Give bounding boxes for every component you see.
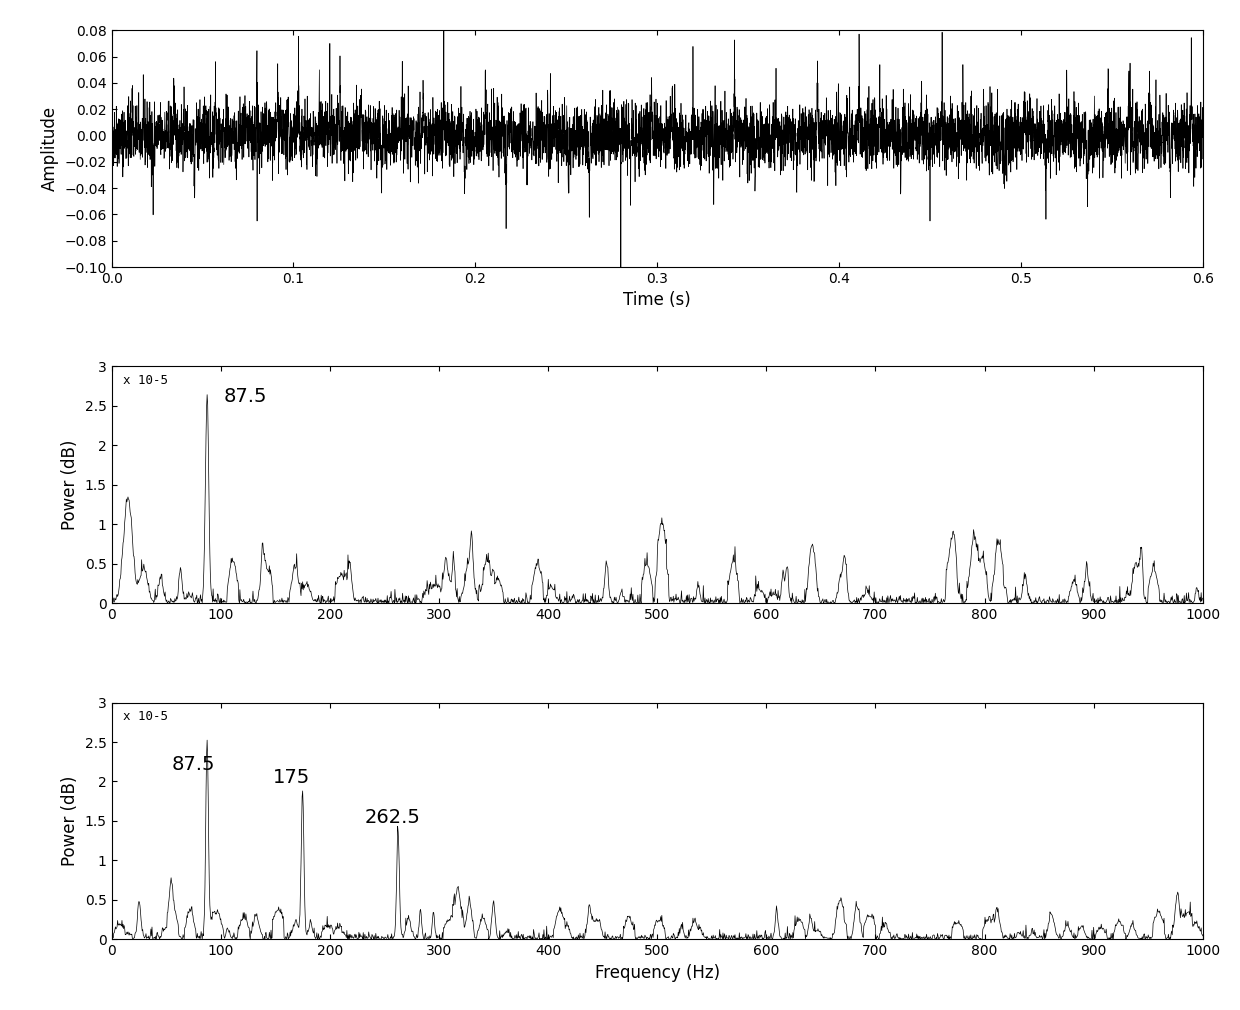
Y-axis label: Amplitude: Amplitude	[41, 106, 58, 191]
X-axis label: Time (s): Time (s)	[624, 292, 691, 309]
Text: 175: 175	[273, 768, 310, 787]
Y-axis label: Power (dB): Power (dB)	[61, 439, 79, 530]
Y-axis label: Power (dB): Power (dB)	[61, 776, 79, 867]
X-axis label: Frequency (Hz): Frequency (Hz)	[595, 964, 719, 982]
Text: 87.5: 87.5	[223, 387, 267, 406]
Text: x 10-5: x 10-5	[123, 710, 167, 723]
Text: 87.5: 87.5	[171, 754, 215, 774]
Text: x 10-5: x 10-5	[123, 374, 167, 387]
Text: 262.5: 262.5	[365, 808, 420, 826]
